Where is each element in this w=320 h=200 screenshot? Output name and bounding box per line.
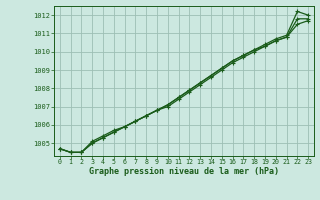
- X-axis label: Graphe pression niveau de la mer (hPa): Graphe pression niveau de la mer (hPa): [89, 167, 279, 176]
